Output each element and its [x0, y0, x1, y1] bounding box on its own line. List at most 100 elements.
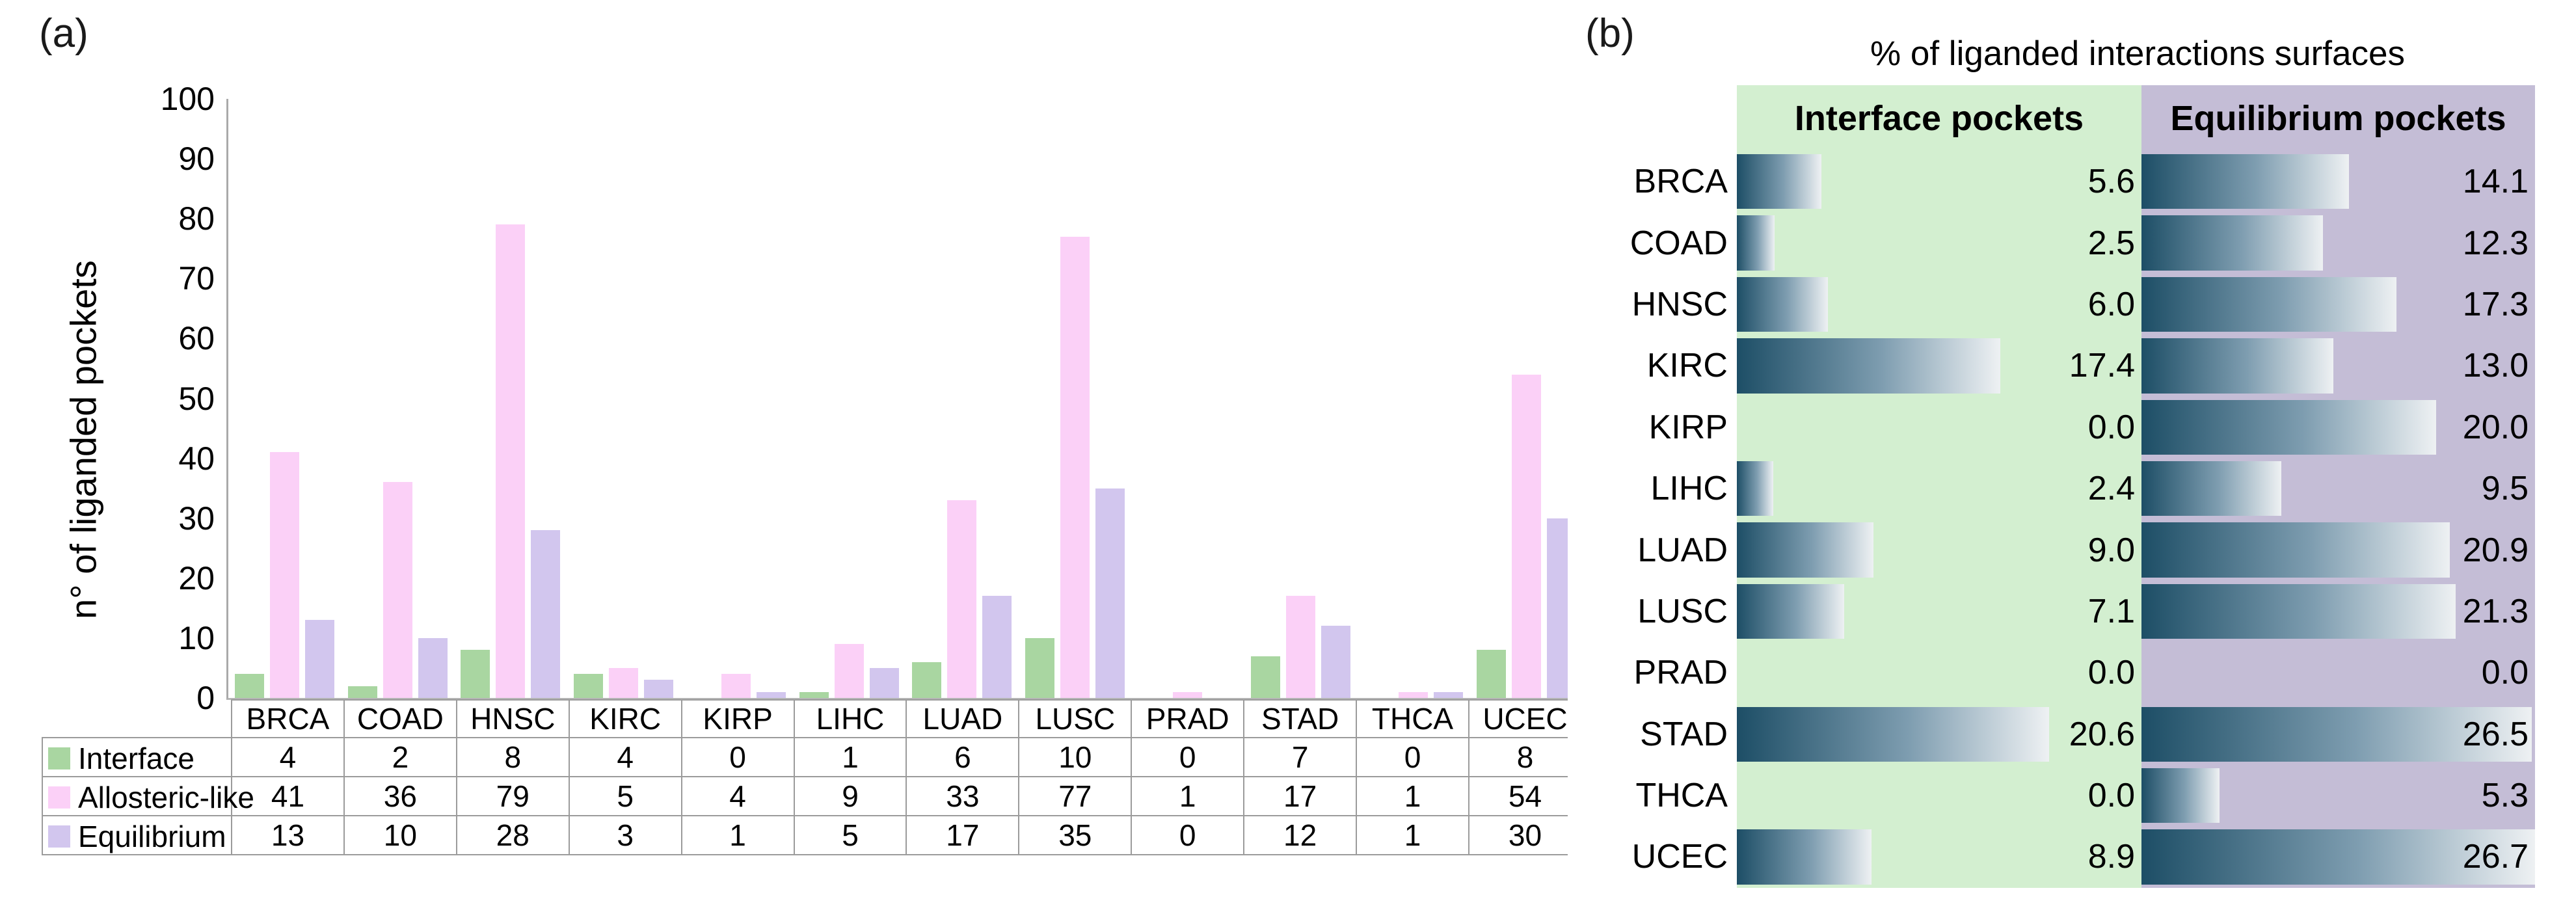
value-equilibrium-lusc: 35	[1018, 814, 1133, 855]
interface-cell-coad: 2.5	[1737, 212, 2141, 274]
equilibrium-cell-brca: 14.1	[2141, 151, 2535, 213]
equilibrium-bar-luad	[2141, 522, 2450, 578]
panel-b-rows: BRCA 5.6 14.1 COAD 2.5 12.3 HNSC 6.0 17.3 KIRC 17.…	[1568, 151, 2535, 888]
table-header-lihc: LIHC	[793, 699, 907, 738]
bar-group-thca	[1357, 99, 1470, 698]
column-header-equilibrium-pockets: Equilibrium pockets	[2141, 85, 2535, 151]
y-tick-100: 100	[160, 81, 215, 117]
legend-cell-allosteric-like: Allosteric-like	[42, 775, 254, 816]
bar-allosteric-like-prad	[1173, 691, 1203, 698]
equilibrium-value-kirp: 20.0	[2462, 408, 2529, 446]
equilibrium-bar-thca	[2141, 768, 2220, 823]
row-label-stad: STAD	[1568, 703, 1737, 765]
interface-bar-kirc	[1737, 338, 2001, 394]
panel-a-plot	[226, 99, 1583, 700]
value-allosteric-like-luad: 33	[906, 775, 1020, 816]
equilibrium-value-luad: 20.9	[2462, 531, 2529, 569]
equilibrium-bar-kirp	[2141, 399, 2437, 455]
y-tick-30: 30	[178, 500, 215, 537]
row-label-kirc: KIRC	[1568, 335, 1737, 397]
value-equilibrium-prad: 0	[1131, 814, 1245, 855]
equilibrium-bar-kirc	[2141, 338, 2333, 394]
interface-bar-brca	[1737, 154, 1822, 209]
value-equilibrium-lihc: 5	[793, 814, 907, 855]
value-allosteric-like-thca: 1	[1356, 775, 1469, 816]
interface-bar-luad	[1737, 522, 1873, 578]
value-interface-hnsc: 8	[455, 737, 570, 777]
y-tick-90: 90	[178, 140, 215, 178]
table-header-row: BRCA COAD HNSC KIRC KIRP LIHC LUAD LUSC PRAD STAD…	[42, 699, 1583, 738]
legend-label-equilibrium: Equilibrium	[78, 819, 226, 853]
interface-value-luad: 9.0	[2087, 531, 2135, 569]
y-tick-80: 80	[178, 200, 215, 237]
value-equilibrium-thca: 1	[1356, 814, 1469, 855]
value-equilibrium-hnsc: 28	[455, 814, 570, 855]
bar-interface-lusc	[1025, 637, 1054, 698]
legend-swatch-equilibrium	[48, 825, 70, 848]
bar-allosteric-like-lusc	[1060, 236, 1090, 698]
bar-allosteric-like-coad	[382, 482, 412, 698]
value-interface-stad: 7	[1243, 737, 1358, 777]
interface-cell-thca: 0.0	[1737, 764, 2141, 827]
table-header-hnsc: HNSC	[455, 699, 570, 738]
equilibrium-value-kirc: 13.0	[2462, 347, 2529, 385]
equilibrium-cell-thca: 5.3	[2141, 764, 2535, 827]
value-allosteric-like-kirc: 5	[568, 775, 682, 816]
interface-value-lusc: 7.1	[2087, 592, 2135, 630]
equilibrium-bar-lusc	[2141, 583, 2456, 639]
table-header-brca: BRCA	[231, 699, 345, 738]
equilibrium-value-thca: 5.3	[2481, 777, 2529, 815]
bar-equilibrium-thca	[1434, 691, 1464, 698]
value-interface-prad: 0	[1131, 737, 1245, 777]
legend-swatch-interface	[48, 747, 70, 769]
value-allosteric-like-kirp: 4	[680, 775, 795, 816]
interface-bar-coad	[1737, 215, 1775, 271]
value-equilibrium-luad: 17	[906, 814, 1020, 855]
bar-allosteric-like-thca	[1399, 691, 1429, 698]
equilibrium-bar-brca	[2141, 154, 2350, 209]
equilibrium-cell-ucec: 26.7	[2141, 826, 2535, 888]
equilibrium-value-stad: 26.5	[2462, 715, 2529, 753]
row-label-brca: BRCA	[1568, 151, 1737, 213]
interface-bar-stad	[1737, 706, 2049, 762]
interface-bar-ucec	[1737, 829, 1872, 885]
value-equilibrium-kirc: 3	[568, 814, 682, 855]
interface-cell-lusc: 7.1	[1737, 580, 2141, 643]
y-tick-70: 70	[178, 260, 215, 297]
table-header-coad: COAD	[343, 699, 457, 738]
row-label-thca: THCA	[1568, 764, 1737, 827]
row-label-coad: COAD	[1568, 212, 1737, 274]
row-label-ucec: UCEC	[1568, 826, 1737, 888]
value-interface-kirc: 4	[568, 737, 682, 777]
bar-equilibrium-lihc	[869, 667, 899, 698]
value-equilibrium-ucec: 30	[1468, 814, 1583, 855]
equilibrium-value-prad: 0.0	[2481, 654, 2529, 692]
column-header-interface-pockets: Interface pockets	[1737, 85, 2141, 151]
value-interface-thca: 0	[1356, 737, 1469, 777]
interface-value-ucec: 8.9	[2087, 838, 2135, 876]
bar-group-coad	[342, 99, 455, 698]
value-allosteric-like-prad: 1	[1131, 775, 1245, 816]
bar-group-lusc	[1019, 99, 1132, 698]
bar-group-kirp	[680, 99, 793, 698]
y-axis-label: n° of liganded pockets	[62, 260, 104, 619]
bar-interface-ucec	[1476, 650, 1506, 698]
value-equilibrium-brca: 13	[231, 814, 345, 855]
interface-bar-lihc	[1737, 461, 1773, 516]
equilibrium-bar-ucec	[2141, 829, 2535, 885]
bar-interface-coad	[347, 686, 377, 698]
interface-value-coad: 2.5	[2087, 224, 2135, 262]
legend-cell-equilibrium: Equilibrium	[42, 814, 232, 855]
bar-allosteric-like-brca	[270, 452, 300, 698]
table-header-luad: LUAD	[906, 699, 1020, 738]
bar-equilibrium-kirp	[757, 691, 786, 698]
interface-cell-hnsc: 6.0	[1737, 273, 2141, 336]
interface-value-kirc: 17.4	[2069, 347, 2135, 385]
panel-a-data-table: BRCA COAD HNSC KIRC KIRP LIHC LUAD LUSC PRAD STAD…	[42, 699, 1583, 855]
interface-cell-stad: 20.6	[1737, 703, 2141, 765]
value-allosteric-like-lusc: 77	[1018, 775, 1133, 816]
equilibrium-cell-stad: 26.5	[2141, 703, 2535, 765]
interface-cell-kirp: 0.0	[1737, 396, 2141, 458]
bar-equilibrium-coad	[418, 637, 448, 698]
